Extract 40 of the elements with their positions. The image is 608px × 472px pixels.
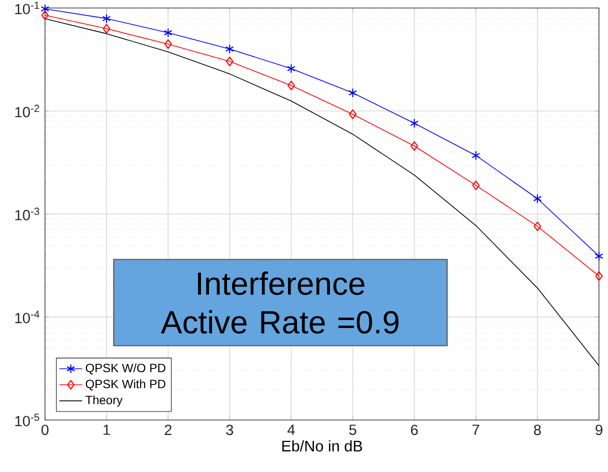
point: [164, 28, 172, 38]
x-tick-label: 4: [287, 424, 295, 435]
point: [102, 14, 111, 24]
legend-label: Theory: [86, 395, 123, 407]
x-tick-label: 8: [534, 424, 541, 436]
point: [533, 194, 542, 204]
y-tick-label: 10$^{-4}$: [15, 310, 40, 324]
x-tick-label: 7: [472, 424, 480, 435]
annotation: Interference Active Rate =0.9: [160, 272, 398, 334]
x-tick-label: 2: [164, 424, 172, 435]
y-tick-label: 10$^{-5}$: [15, 414, 40, 426]
point: [287, 80, 295, 90]
x-tick-label: 0: [41, 424, 48, 436]
x-tick-label: 6: [410, 424, 418, 436]
point: [595, 271, 603, 281]
point: [410, 118, 419, 128]
point: [40, 4, 50, 14]
y-tick-label: 10$^{-2}$: [15, 104, 40, 118]
x-tick-label: 1: [104, 424, 110, 435]
y-tick-label: 10$^{-1}$: [15, 2, 40, 14]
point: [226, 56, 234, 66]
point: [594, 251, 604, 261]
point: [472, 180, 480, 190]
point: [41, 10, 49, 20]
point: [102, 24, 110, 34]
point: [348, 88, 357, 98]
point: [225, 44, 234, 54]
y-tick-label: 10$^{-3}$: [15, 208, 40, 220]
point: [410, 141, 418, 151]
x-tick-label: 3: [226, 424, 234, 436]
x-tick-label: 9: [596, 424, 602, 436]
point: [534, 221, 542, 232]
legend-label: QPSK With PD: [86, 379, 166, 390]
point: [286, 64, 296, 74]
x-tick-label: 5: [349, 424, 356, 435]
x-axis-title: Eb/No in dB: [282, 440, 362, 452]
legend-label: QPSK W/O PD: [86, 363, 166, 374]
point: [164, 39, 172, 49]
point: [472, 150, 480, 160]
point: [349, 109, 357, 120]
